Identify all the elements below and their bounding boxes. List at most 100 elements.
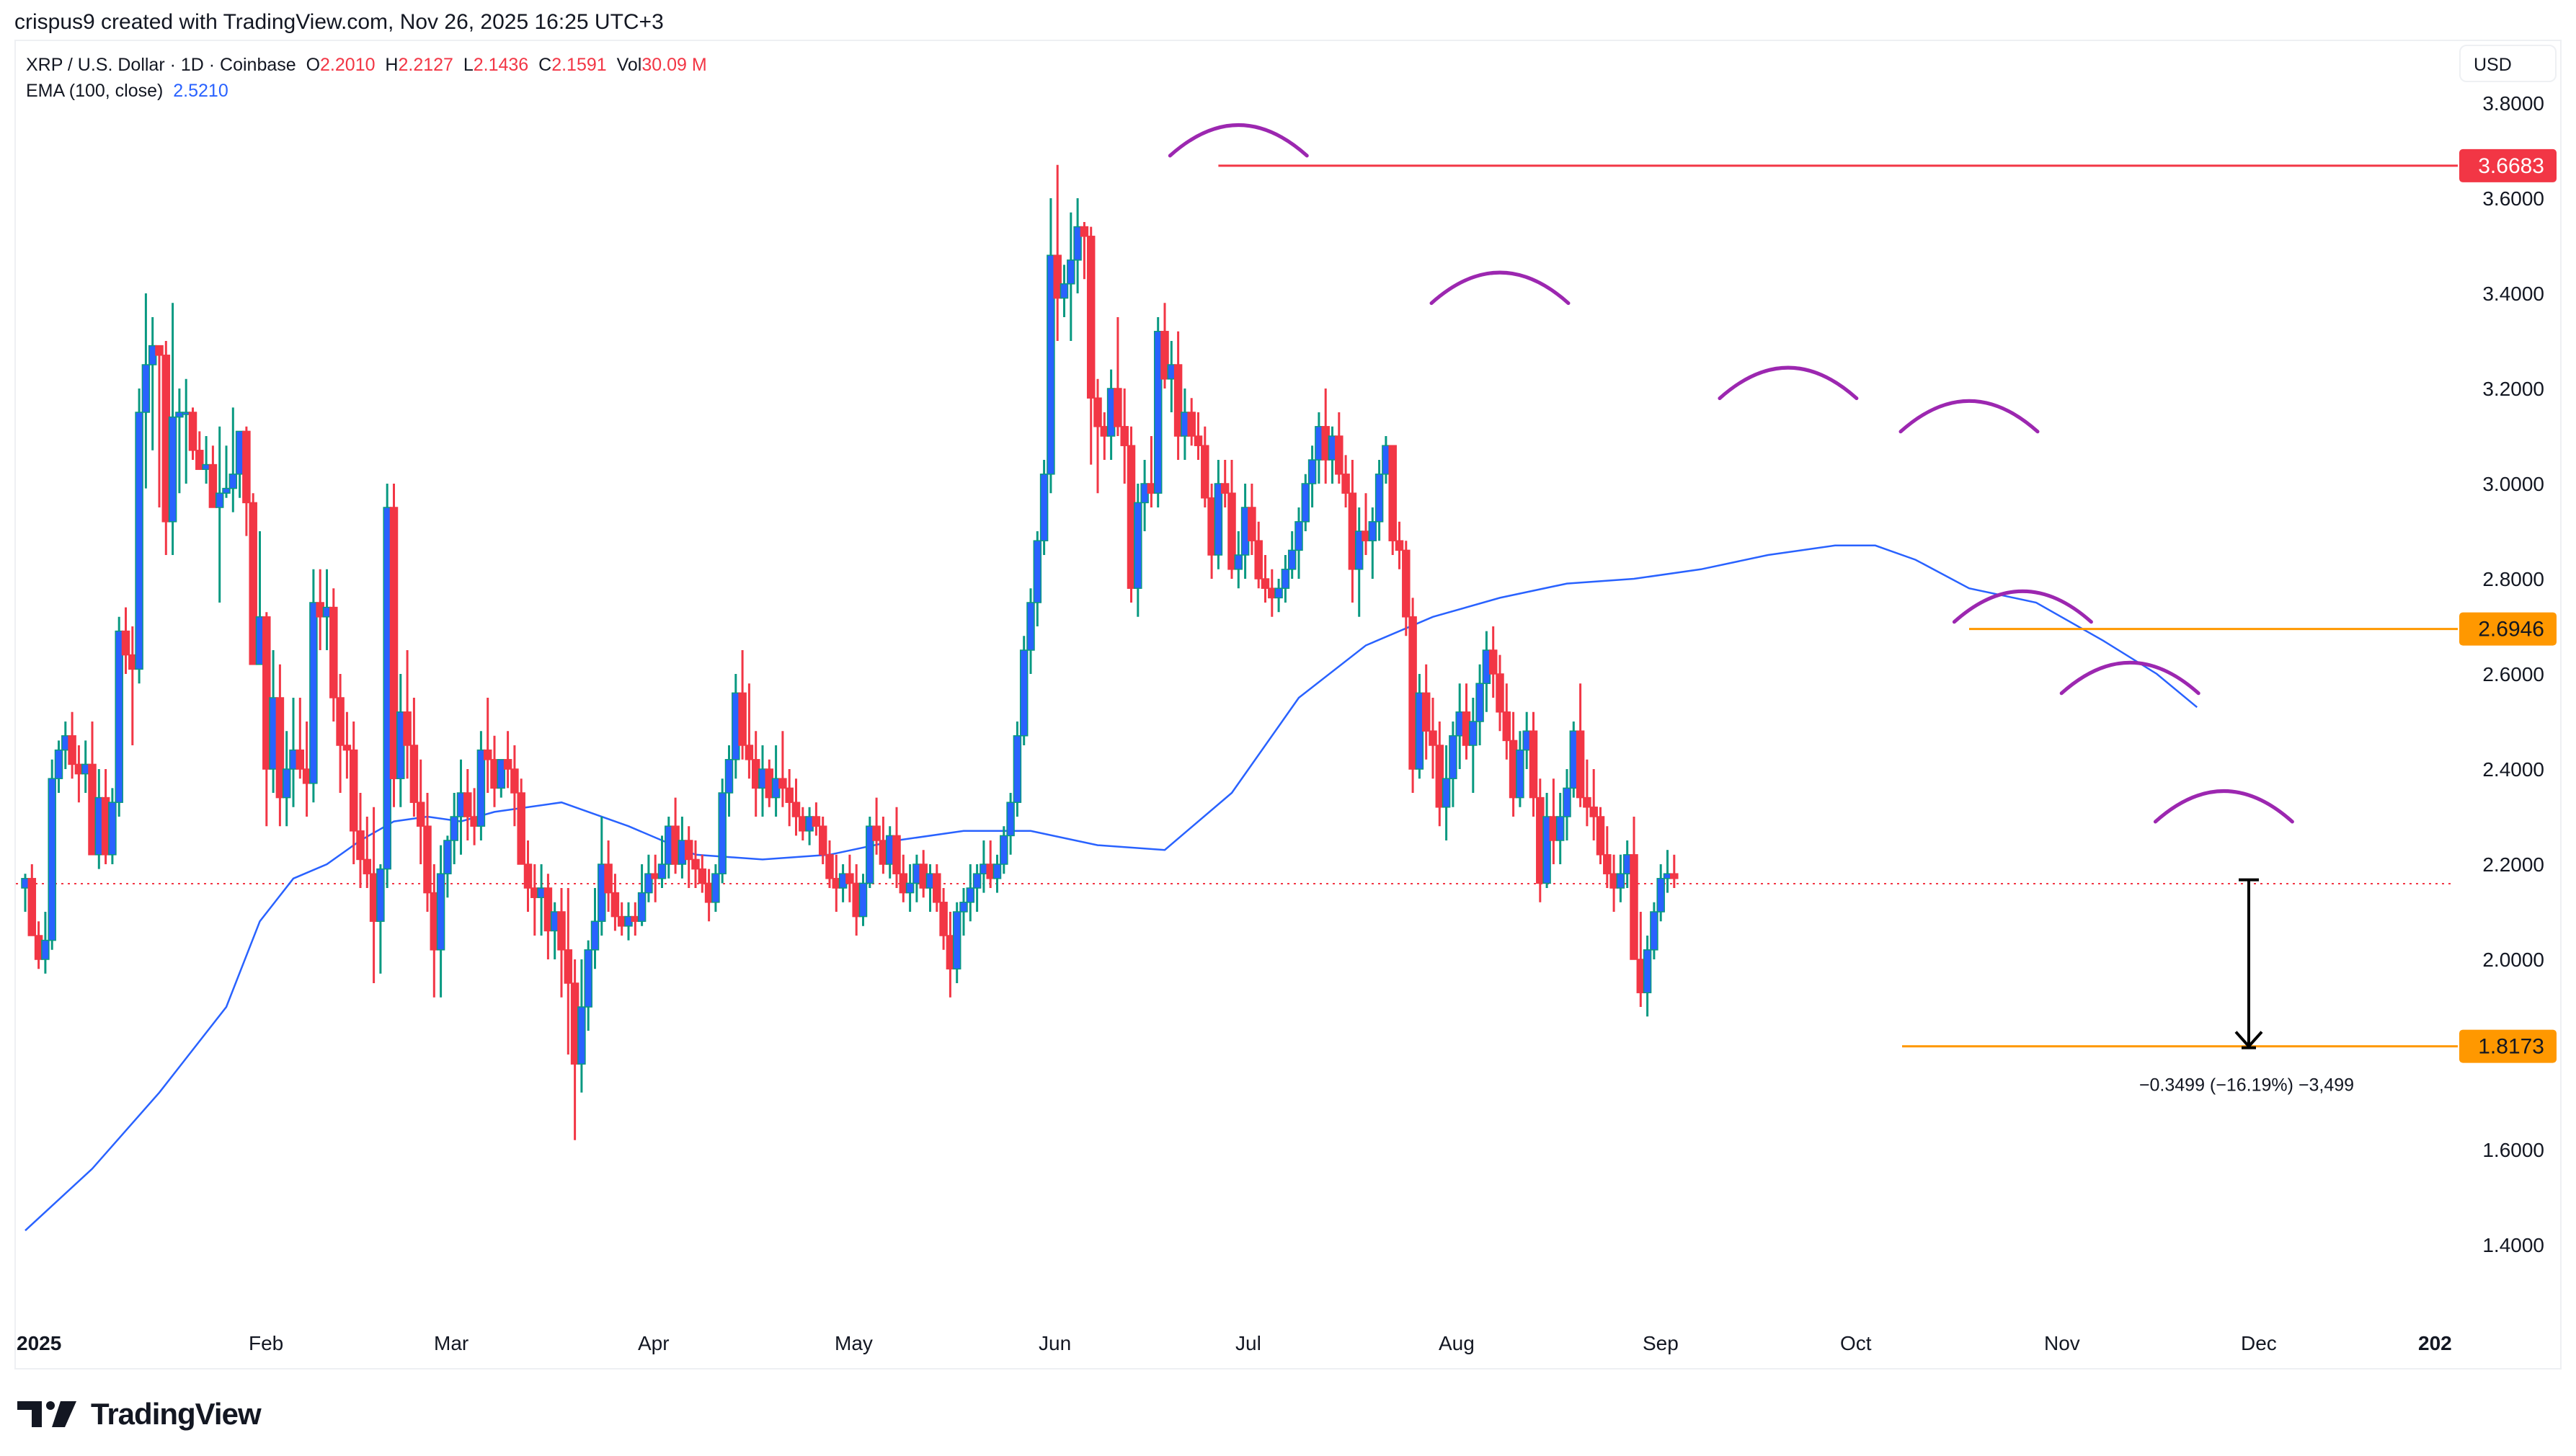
- bullish-candle[interactable]: [905, 882, 915, 894]
- bearish-candle[interactable]: [933, 873, 941, 903]
- bullish-candle[interactable]: [443, 840, 452, 874]
- bullish-candle[interactable]: [1274, 587, 1283, 599]
- bearish-candle[interactable]: [919, 864, 928, 889]
- bullish-candle[interactable]: [1622, 854, 1632, 874]
- bullish-candle[interactable]: [1214, 483, 1223, 556]
- bearish-candle[interactable]: [336, 697, 345, 746]
- bearish-candle[interactable]: [1100, 426, 1109, 437]
- bullish-candle[interactable]: [1026, 602, 1035, 651]
- bearish-candle[interactable]: [751, 759, 760, 789]
- bullish-candle[interactable]: [1616, 873, 1625, 889]
- bearish-candle[interactable]: [34, 935, 43, 960]
- bullish-candle[interactable]: [1287, 549, 1297, 570]
- bearish-candle[interactable]: [1402, 549, 1411, 618]
- bullish-candle[interactable]: [175, 412, 184, 418]
- bearish-candle[interactable]: [296, 749, 305, 770]
- bearish-candle[interactable]: [799, 816, 807, 832]
- bullish-candle[interactable]: [108, 802, 117, 856]
- bearish-candle[interactable]: [249, 502, 257, 665]
- bullish-candle[interactable]: [396, 711, 405, 779]
- bearish-candle[interactable]: [1429, 730, 1437, 746]
- bullish-candle[interactable]: [980, 864, 988, 874]
- bullish-candle[interactable]: [598, 864, 606, 922]
- bullish-candle[interactable]: [1455, 711, 1464, 737]
- bullish-candle[interactable]: [215, 492, 224, 508]
- bearish-candle[interactable]: [1321, 426, 1330, 461]
- bullish-candle[interactable]: [282, 768, 291, 799]
- bullish-candle[interactable]: [81, 763, 90, 775]
- bullish-candle[interactable]: [148, 345, 157, 365]
- bearish-candle[interactable]: [1395, 540, 1404, 551]
- bullish-candle[interactable]: [1522, 730, 1531, 751]
- bullish-candle[interactable]: [866, 825, 874, 884]
- bullish-candle[interactable]: [1033, 540, 1042, 603]
- bullish-candle[interactable]: [1475, 683, 1484, 722]
- bearish-candle[interactable]: [1053, 254, 1062, 299]
- bearish-candle[interactable]: [1173, 364, 1183, 437]
- bearish-candle[interactable]: [825, 854, 834, 879]
- bearish-candle[interactable]: [188, 412, 197, 451]
- bullish-candle[interactable]: [1516, 749, 1524, 799]
- bullish-candle[interactable]: [678, 840, 687, 865]
- bullish-candle[interactable]: [48, 778, 56, 941]
- bullish-candle[interactable]: [94, 796, 104, 856]
- bullish-candle[interactable]: [228, 474, 238, 489]
- bearish-candle[interactable]: [671, 825, 680, 865]
- bullish-candle[interactable]: [54, 749, 63, 779]
- peak-arc-annotation[interactable]: [1168, 123, 1309, 158]
- bullish-candle[interactable]: [805, 816, 814, 832]
- bullish-candle[interactable]: [21, 878, 30, 889]
- bullish-candle[interactable]: [992, 864, 1002, 879]
- bullish-candle[interactable]: [1013, 735, 1022, 803]
- bullish-candle[interactable]: [718, 792, 727, 874]
- bullish-candle[interactable]: [135, 412, 143, 670]
- bearish-candle[interactable]: [1488, 649, 1498, 675]
- bullish-candle[interactable]: [309, 602, 318, 784]
- bullish-candle[interactable]: [255, 616, 265, 665]
- bearish-candle[interactable]: [510, 768, 519, 794]
- tradingview-logo[interactable]: TradingView: [17, 1397, 262, 1431]
- bullish-candle[interactable]: [1328, 435, 1337, 461]
- bullish-candle[interactable]: [1067, 259, 1075, 285]
- bullish-candle[interactable]: [732, 692, 740, 760]
- bearish-candle[interactable]: [832, 878, 841, 889]
- bullish-candle[interactable]: [1140, 483, 1149, 504]
- bullish-candle[interactable]: [376, 868, 385, 922]
- bearish-candle[interactable]: [818, 825, 827, 856]
- bearish-candle[interactable]: [342, 745, 352, 751]
- bearish-candle[interactable]: [1268, 587, 1276, 599]
- bearish-candle[interactable]: [1388, 445, 1397, 541]
- bearish-candle[interactable]: [899, 873, 908, 894]
- bearish-candle[interactable]: [745, 745, 754, 760]
- bearish-candle[interactable]: [765, 768, 774, 799]
- bearish-candle[interactable]: [1086, 236, 1096, 399]
- bearish-candle[interactable]: [1362, 531, 1370, 541]
- bearish-candle[interactable]: [1549, 816, 1558, 841]
- bearish-candle[interactable]: [785, 787, 794, 803]
- bullish-candle[interactable]: [450, 816, 458, 841]
- bullish-candle[interactable]: [912, 864, 921, 884]
- bearish-candle[interactable]: [684, 840, 693, 861]
- bullish-candle[interactable]: [1656, 878, 1665, 913]
- bullish-candle[interactable]: [456, 792, 466, 817]
- bullish-candle[interactable]: [1482, 649, 1491, 684]
- bearish-candle[interactable]: [1408, 616, 1417, 770]
- bullish-candle[interactable]: [1542, 816, 1551, 884]
- bullish-candle[interactable]: [1294, 521, 1303, 551]
- bearish-candle[interactable]: [88, 763, 97, 856]
- bearish-candle[interactable]: [1670, 873, 1679, 879]
- peak-arc-annotation[interactable]: [1718, 365, 1859, 401]
- bullish-candle[interactable]: [1368, 521, 1377, 541]
- bullish-candle[interactable]: [577, 1006, 586, 1065]
- bullish-candle[interactable]: [182, 412, 190, 415]
- bearish-candle[interactable]: [416, 802, 425, 827]
- bullish-candle[interactable]: [1106, 388, 1116, 437]
- bullish-candle[interactable]: [1307, 459, 1317, 484]
- bearish-candle[interactable]: [470, 816, 479, 827]
- bullish-candle[interactable]: [1240, 507, 1250, 556]
- peak-arc-annotation[interactable]: [1898, 399, 2040, 434]
- bearish-candle[interactable]: [1261, 578, 1270, 589]
- bearish-candle[interactable]: [463, 792, 472, 817]
- bearish-candle[interactable]: [1207, 497, 1216, 556]
- bullish-candle[interactable]: [1663, 873, 1672, 879]
